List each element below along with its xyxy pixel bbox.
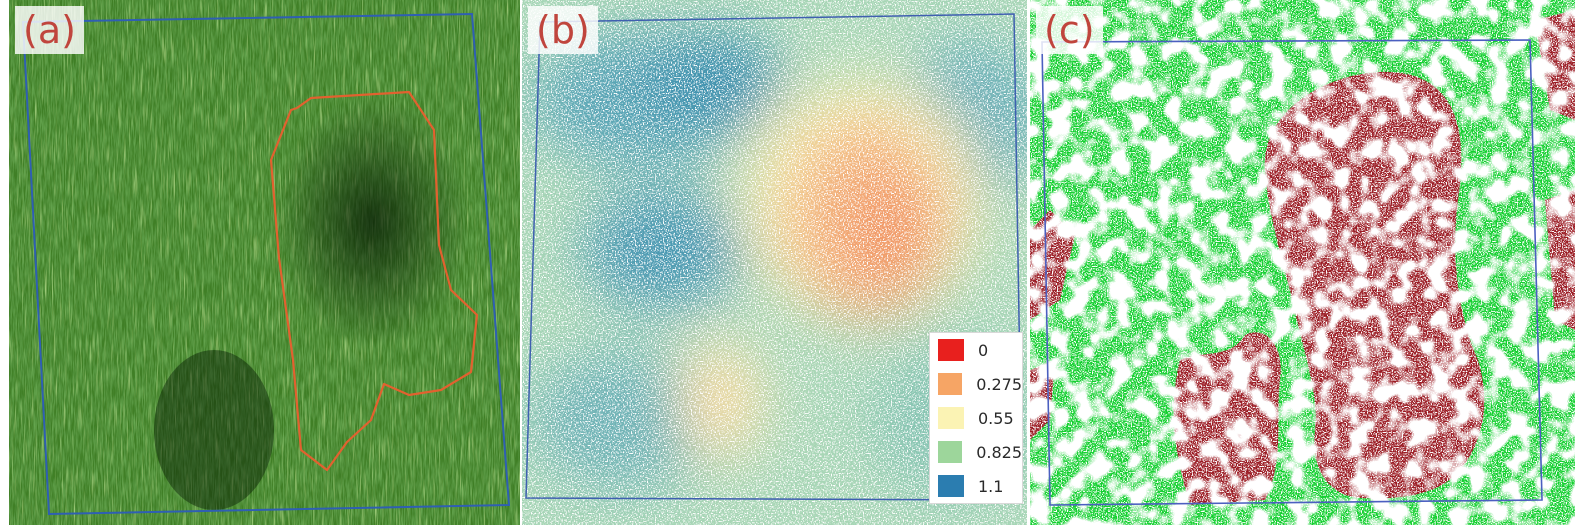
legend-item: 0.825 (930, 435, 1022, 469)
legend-item: 0 (930, 333, 1022, 367)
color-legend: 0 0.275 0.55 0.825 1.1 (929, 332, 1023, 504)
panel-a: (a) (9, 0, 520, 525)
panel-c: (c) (1030, 0, 1575, 525)
panel-label-a: (a) (15, 6, 84, 54)
legend-label: 0 (978, 340, 989, 360)
panel-label-b: (b) (528, 6, 598, 54)
grass-photo (9, 0, 520, 525)
legend-swatch (938, 373, 963, 395)
damage-outline (269, 90, 479, 472)
legend-swatch (938, 475, 964, 497)
legend-item: 0.55 (930, 401, 1022, 435)
legend-label: 0.825 (976, 442, 1022, 462)
panel-label-c: (c) (1036, 6, 1103, 54)
classification-map (1030, 0, 1575, 525)
legend-label: 1.1 (978, 476, 1004, 496)
legend-label: 0.275 (976, 374, 1022, 394)
legend-item: 1.1 (930, 469, 1022, 503)
legend-swatch (938, 407, 964, 429)
legend-swatch (938, 339, 964, 361)
legend-swatch (938, 441, 963, 463)
index-map (522, 0, 1027, 525)
scan-boundary (1041, 39, 1543, 506)
legend-item: 0.275 (930, 367, 1022, 401)
legend-label: 0.55 (978, 408, 1014, 428)
scan-boundary (21, 12, 511, 516)
panel-b: (b) (522, 0, 1027, 525)
